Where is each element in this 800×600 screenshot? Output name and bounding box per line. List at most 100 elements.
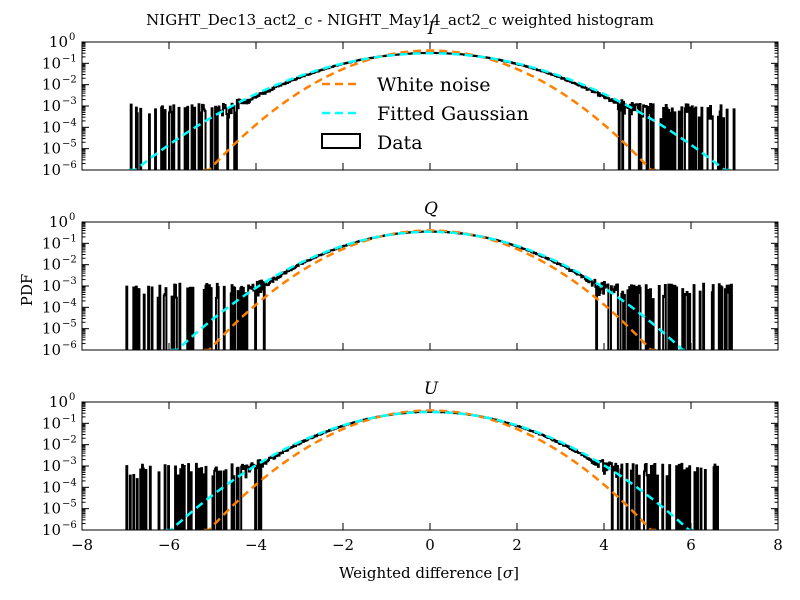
y-tick-label-base: 10	[42, 298, 61, 316]
y-tick-label: 10 −6	[42, 520, 77, 539]
y-tick-label-base: 10	[49, 393, 68, 411]
y-tick-label: 10 0	[49, 32, 75, 51]
y-tick-label-base: 10	[42, 76, 61, 94]
x-tick-label: −2	[332, 536, 354, 554]
y-tick-label-base: 10	[42, 54, 61, 72]
x-tick-label: −4	[245, 536, 267, 554]
y-tick-label-exponent: −1	[62, 53, 77, 64]
y-tick-label-exponent: −5	[62, 499, 77, 510]
y-tick-label: 10 −4	[42, 297, 77, 316]
y-tick-label: 10 −1	[42, 413, 77, 432]
y-tick-label: 10 −5	[42, 139, 77, 158]
y-tick-label: 10 −4	[42, 117, 77, 136]
panel-title: U	[424, 379, 439, 399]
y-tick-label-base: 10	[42, 521, 61, 539]
y-tick-label: 10 −3	[42, 96, 77, 115]
fitted-gaussian-curve	[128, 52, 732, 170]
x-tick-label: 2	[512, 536, 522, 554]
y-tick-label: 10 −5	[42, 499, 77, 518]
y-tick-label-exponent: −2	[62, 75, 77, 86]
y-tick-label-exponent: −2	[62, 435, 77, 446]
legend-entry-label: White noise	[377, 74, 491, 96]
x-axis-label: Weighted difference [σ]	[339, 564, 519, 582]
y-tick-label: 10 −4	[42, 477, 77, 496]
white-noise-curve	[203, 229, 657, 350]
y-tick-label-base: 10	[42, 457, 61, 475]
y-tick-label: 10 −2	[42, 75, 77, 94]
plot-area	[125, 229, 733, 350]
y-tick-label: 10 −6	[42, 160, 77, 179]
y-tick-label-base: 10	[42, 500, 61, 518]
y-tick-label-exponent: −5	[62, 139, 77, 150]
data-histogram	[129, 51, 736, 170]
panel-title: Q	[424, 199, 438, 219]
y-tick-label-base: 10	[42, 478, 61, 496]
fitted-gaussian-curve	[165, 410, 695, 530]
legend: White noise Fitted Gaussian Data	[321, 74, 529, 154]
y-tick-label-base: 10	[42, 256, 61, 274]
y-tick-label: 10 −5	[42, 319, 77, 338]
y-tick-label-exponent: 0	[69, 212, 75, 223]
y-tick-label: 10 −3	[42, 456, 77, 475]
y-tick-label-base: 10	[42, 97, 61, 115]
y-tick-label-exponent: −4	[62, 117, 77, 128]
y-tick-label-exponent: −6	[62, 520, 77, 531]
axes-frame	[81, 401, 779, 531]
legend-entry-label: Fitted Gaussian	[377, 103, 529, 125]
plot-area	[128, 49, 736, 170]
y-tick-label-exponent: −4	[62, 297, 77, 308]
x-tick-label: 8	[773, 536, 783, 554]
y-tick-label-exponent: 0	[69, 392, 75, 403]
x-tick-label: 6	[686, 536, 696, 554]
y-tick-label: 10 −2	[42, 255, 77, 274]
x-tick-label: −8	[71, 536, 93, 554]
y-tick-label-base: 10	[42, 234, 61, 252]
y-tick-label-base: 10	[42, 161, 61, 179]
y-axis-label: PDF	[18, 274, 36, 307]
y-tick-label-exponent: 0	[69, 32, 75, 43]
y-tick-label-base: 10	[42, 414, 61, 432]
data-histogram	[125, 230, 733, 350]
y-tick-label: 10 0	[49, 212, 75, 231]
y-tick-label-exponent: −6	[62, 340, 77, 351]
y-tick-label: 10 0	[49, 392, 75, 411]
y-tick-label-exponent: −5	[62, 319, 77, 330]
y-tick-label: 10 −3	[42, 276, 77, 295]
y-tick-label: 10 −2	[42, 435, 77, 454]
y-tick-label-exponent: −3	[62, 96, 77, 107]
y-tick-label-base: 10	[49, 213, 68, 231]
y-tick-label-base: 10	[49, 33, 68, 51]
legend-data-swatch	[321, 133, 361, 149]
y-tick-label-base: 10	[42, 118, 61, 136]
y-tick-label-base: 10	[42, 140, 61, 158]
y-tick-label-base: 10	[42, 436, 61, 454]
y-tick-label-base: 10	[42, 277, 61, 295]
panel-title: I	[427, 19, 435, 39]
y-tick-label: 10 −1	[42, 233, 77, 252]
figure-title: NIGHT_Dec13_act2_c - NIGHT_May14_act2_c …	[146, 11, 654, 29]
y-tick-label: 10 −1	[42, 53, 77, 72]
y-tick-label: 10 −6	[42, 340, 77, 359]
data-histogram	[125, 410, 719, 530]
y-tick-label-exponent: −3	[62, 276, 77, 287]
y-tick-label-exponent: −6	[62, 160, 77, 171]
y-tick-label-base: 10	[42, 320, 61, 338]
x-tick-label: 4	[599, 536, 609, 554]
y-tick-label-exponent: −1	[62, 413, 77, 424]
plot-area	[125, 409, 719, 530]
legend-entry-label: Data	[377, 132, 423, 154]
white-noise-curve	[203, 409, 657, 530]
fitted-gaussian-curve	[170, 230, 690, 350]
y-tick-label-base: 10	[42, 341, 61, 359]
y-tick-label-exponent: −4	[62, 477, 77, 488]
y-tick-label-exponent: −2	[62, 255, 77, 266]
y-tick-label-exponent: −3	[62, 456, 77, 467]
y-tick-label-exponent: −1	[62, 233, 77, 244]
x-tick-label: −6	[158, 536, 180, 554]
x-tick-label: 0	[425, 536, 435, 554]
